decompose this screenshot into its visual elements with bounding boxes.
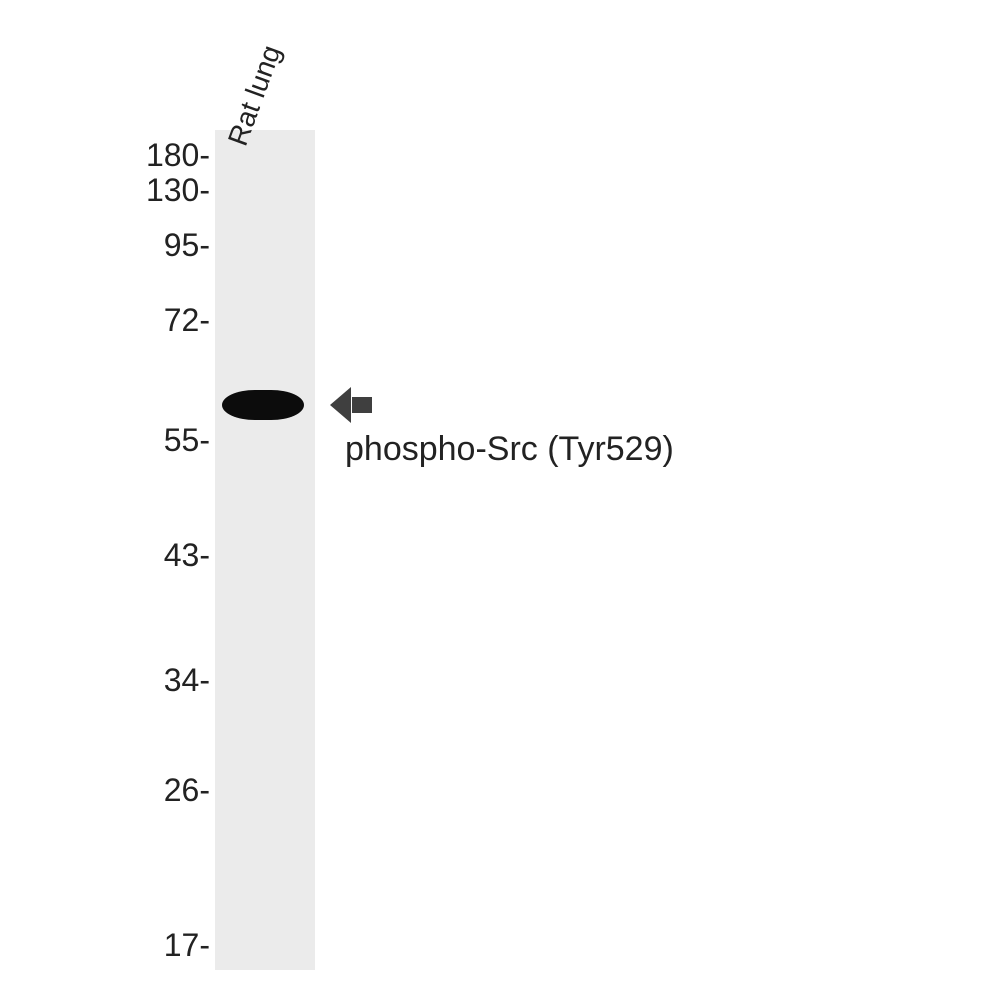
arrow-head-icon (330, 387, 351, 423)
mw-marker: 95- (164, 227, 210, 264)
protein-label: phospho-Src (Tyr529) (345, 430, 674, 469)
arrow-stem (352, 397, 372, 413)
mw-marker: 130- (146, 172, 210, 209)
mw-marker: 72- (164, 302, 210, 339)
protein-band (222, 390, 304, 420)
mw-marker: 55- (164, 422, 210, 459)
mw-marker: 43- (164, 537, 210, 574)
mw-marker: 17- (164, 927, 210, 964)
blot-lane (215, 130, 315, 970)
mw-marker: 34- (164, 662, 210, 699)
mw-marker: 180- (146, 137, 210, 174)
mw-marker: 26- (164, 772, 210, 809)
